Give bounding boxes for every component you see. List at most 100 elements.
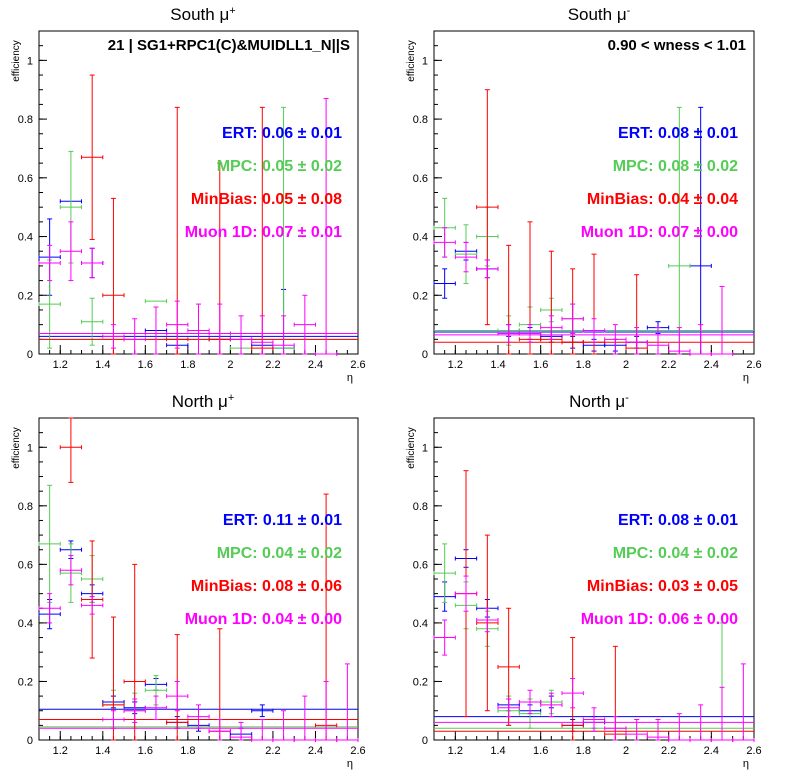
- y-axis-label: efficiency: [11, 40, 22, 82]
- data-point: [540, 315, 563, 340]
- data-point: [208, 719, 231, 741]
- data-point: [251, 704, 274, 718]
- data-point: [144, 306, 168, 355]
- y-tick-label: 0.2: [18, 676, 33, 688]
- x-tick-label: 1.6: [533, 359, 548, 371]
- x-tick-label: 1.6: [533, 745, 548, 757]
- y-axis-label: efficiency: [11, 427, 22, 469]
- legend-entry: Muon 1D: 0.04 ± 0.00: [185, 611, 342, 628]
- y-tick-label: 0.6: [18, 173, 33, 185]
- data-point: [497, 698, 520, 718]
- chart-panel-0: South μ+ 0 0.2 0.4 0.6 0.8 1 1.2 1.4 1.6 1.8 2 2.2 2.…: [11, 5, 366, 384]
- chart-annotation: 0.90 < wness < 1.01: [608, 37, 746, 54]
- chart-panel-2: North μ+ 0 0.2 0.4 0.6 0.8 1 1.2 1.4 1.6 1.8 2 2.2 2.…: [11, 392, 366, 770]
- y-tick-label: 1: [422, 55, 428, 67]
- y-tick-label: 0.2: [413, 676, 428, 688]
- x-tick-label: 2.6: [350, 359, 365, 371]
- y-tick-label: 1: [27, 442, 33, 454]
- data-point: [166, 680, 189, 712]
- x-tick-label: 1.2: [448, 359, 463, 371]
- data-point: [208, 303, 231, 355]
- x-tick-label: 2.6: [746, 745, 761, 757]
- chart-title: South μ+: [170, 5, 235, 24]
- y-tick-label: 0: [27, 735, 33, 747]
- y-tick-label: 0.8: [413, 501, 428, 513]
- data-point: [166, 300, 189, 349]
- y-tick-label: 0.2: [18, 290, 33, 302]
- data-point: [59, 555, 83, 586]
- data-point: [187, 704, 210, 729]
- chart-annotation: 21 | SG1+RPC1(C)&MUIDLL1_N||S: [108, 37, 350, 54]
- data-point: [59, 221, 83, 282]
- data-point: [59, 417, 83, 483]
- chart-panel-1: South μ- 0 0.2 0.4 0.6 0.8 1 1.2 1.4 1.6 1.8 2 2.2 2.…: [406, 5, 762, 384]
- data-point: [251, 719, 274, 742]
- x-tick-label: 1.2: [53, 359, 68, 371]
- data-point: [123, 318, 146, 355]
- legend-entry: MPC: 0.04 ± 0.02: [217, 545, 342, 562]
- data-point: [540, 692, 563, 718]
- data-point: [81, 74, 104, 240]
- x-tick-label: 1.8: [576, 359, 591, 371]
- x-tick-label: 1.4: [95, 359, 110, 371]
- data-point: [314, 680, 338, 742]
- y-tick-label: 0.8: [413, 114, 428, 126]
- y-axis-label: efficiency: [406, 427, 417, 469]
- data-point: [518, 689, 542, 715]
- data-point: [38, 593, 61, 624]
- chart-title: South μ-: [568, 5, 631, 24]
- x-tick-label: 1.4: [490, 745, 505, 757]
- data-point: [433, 619, 456, 656]
- data-point: [646, 719, 670, 741]
- data-point: [336, 663, 359, 742]
- chart-panel-3: North μ- 0 0.2 0.4 0.6 0.8 1 1.2 1.4 1.6 1.8 2 2.2 2.…: [406, 392, 762, 770]
- data-point: [476, 259, 499, 279]
- data-point: [710, 285, 734, 356]
- data-point: [454, 575, 478, 612]
- legend-entry: MPC: 0.08 ± 0.02: [613, 158, 738, 175]
- data-point: [689, 324, 712, 356]
- x-axis-label: η: [347, 758, 353, 770]
- data-point: [144, 299, 168, 304]
- y-tick-label: 1: [27, 55, 33, 67]
- x-tick-label: 2.4: [704, 745, 719, 757]
- legend-entry: MPC: 0.04 ± 0.02: [613, 545, 738, 562]
- data-point: [433, 543, 456, 603]
- legend-entry: MinBias: 0.03 ± 0.05: [587, 578, 738, 595]
- data-point: [604, 324, 627, 355]
- data-point: [38, 484, 61, 603]
- data-point: [81, 247, 104, 279]
- data-point: [732, 663, 755, 742]
- x-tick-label: 1.4: [95, 745, 110, 757]
- data-point: [646, 327, 670, 355]
- x-tick-label: 2.4: [308, 359, 323, 371]
- x-tick-label: 1.4: [490, 359, 505, 371]
- data-point: [144, 695, 168, 721]
- data-point: [102, 710, 125, 729]
- chart-title: North μ+: [172, 392, 235, 411]
- legend-entry: MinBias: 0.05 ± 0.08: [191, 191, 342, 208]
- x-tick-label: 2.6: [350, 745, 365, 757]
- legend-entry: Muon 1D: 0.06 ± 0.00: [581, 611, 738, 628]
- x-tick-label: 2.6: [746, 359, 761, 371]
- y-tick-label: 0.4: [18, 232, 33, 244]
- y-tick-label: 0.2: [413, 290, 428, 302]
- legend-entry: MinBias: 0.08 ± 0.06: [191, 578, 342, 595]
- legend-entry: MPC: 0.05 ± 0.02: [217, 158, 342, 175]
- chart-title: North μ-: [569, 392, 629, 411]
- data-point: [476, 89, 499, 326]
- x-tick-label: 2: [227, 745, 233, 757]
- data-point: [293, 695, 316, 742]
- x-tick-label: 1.6: [138, 359, 153, 371]
- data-point: [604, 716, 627, 741]
- y-tick-label: 0.6: [413, 173, 428, 185]
- data-point: [561, 678, 584, 709]
- x-tick-label: 2: [623, 359, 629, 371]
- data-point: [293, 294, 316, 355]
- y-tick-label: 0.6: [18, 559, 33, 571]
- data-point: [38, 244, 61, 282]
- x-tick-label: 2.4: [308, 745, 323, 757]
- data-point: [187, 303, 210, 355]
- x-tick-label: 2: [227, 359, 233, 371]
